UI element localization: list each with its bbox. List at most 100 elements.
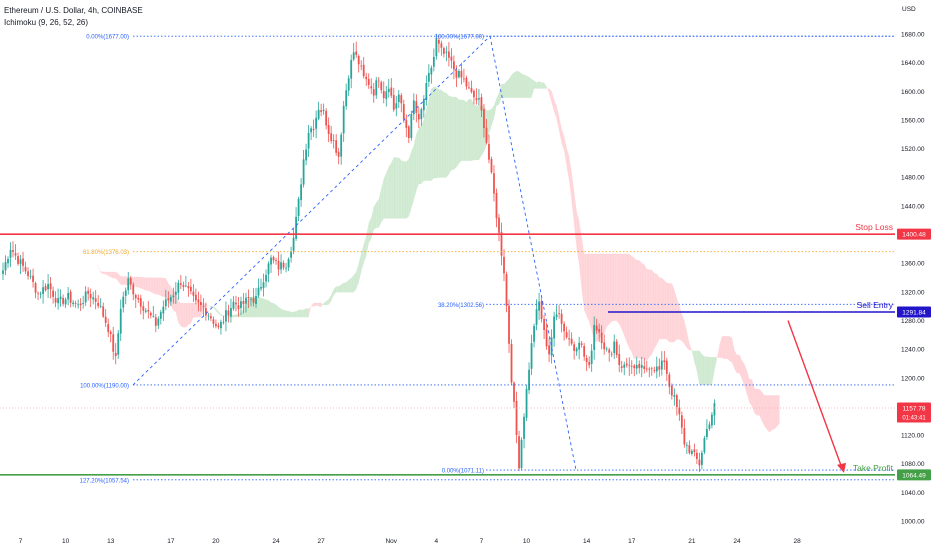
fib-left-level-label: 61.80%(1376.03) [83, 250, 129, 256]
cloud-segment [391, 157, 394, 219]
cloud-segment [586, 253, 590, 322]
time-tick-label: 21 [688, 538, 696, 545]
candle-body [498, 217, 500, 233]
cloud-segment [534, 80, 537, 89]
candle-body [117, 333, 120, 355]
candle-body [638, 363, 641, 369]
cloud-segment [73, 260, 76, 265]
time-tick-label: 7 [480, 538, 484, 545]
candle-body [44, 286, 47, 291]
candle-body [372, 89, 375, 96]
candle-body [560, 313, 563, 324]
cloud-segment [463, 100, 467, 161]
cloud-segment [261, 297, 264, 318]
fib-left-level-label: 100.00%(1190.00) [80, 383, 129, 389]
candle-body [432, 56, 435, 67]
candle-body [437, 39, 440, 44]
cloud-segment [571, 172, 575, 225]
candle-body [317, 109, 320, 119]
candle-body [430, 67, 433, 75]
cloud-segment [263, 298, 267, 318]
candle-body [142, 306, 145, 311]
cloud-segment [569, 156, 572, 202]
cloud-segment [406, 159, 409, 219]
candle-body [548, 345, 550, 355]
forecast-arrow-shaft [787, 320, 844, 472]
candle-body [335, 140, 338, 153]
cloud-segment [616, 253, 620, 325]
cloud-segment [684, 320, 687, 348]
cloud-segment [599, 253, 602, 339]
cloud-segment [706, 356, 710, 385]
candle-body [235, 302, 237, 305]
candle-body [690, 450, 693, 454]
cloud-segment [120, 276, 124, 285]
cloud-segment [368, 217, 372, 244]
cloud-segment [551, 90, 555, 112]
cloud-segment [331, 289, 334, 302]
cloud-segment [736, 354, 740, 374]
candle-body [2, 270, 4, 275]
cloud-segment [133, 276, 136, 287]
cloud-segment [526, 75, 530, 98]
candle-body [578, 342, 581, 350]
cloud-segment [694, 350, 697, 371]
time-tick-label: 17 [167, 538, 175, 545]
candle-body [685, 444, 688, 446]
cloud-segment [659, 277, 662, 340]
candle-body [89, 293, 92, 299]
cloud-segment [403, 161, 407, 219]
candle-body [635, 365, 638, 369]
time-tick-label: 10 [62, 538, 70, 545]
cloud-segment [554, 99, 557, 119]
cloud-segment [418, 124, 422, 185]
cloud-segment [536, 81, 540, 89]
candle-body [49, 283, 52, 290]
time-tick-label: 14 [583, 538, 591, 545]
cloud-segment [301, 309, 304, 318]
time-tick-label: 20 [212, 538, 220, 545]
candle-body [277, 260, 280, 270]
candle-body [450, 56, 453, 61]
candle-body [558, 313, 561, 314]
candle-body [154, 317, 157, 326]
fibonacci-levels: 0.00%(1677.00) 61.80%(1376.03) 100.00%(119… [80, 35, 895, 484]
candle-body [683, 428, 686, 445]
cloud-segment [383, 172, 387, 219]
cloud-segment [606, 253, 610, 327]
candle-body [623, 364, 626, 368]
cloud-segment [561, 128, 565, 151]
candle-body [347, 78, 350, 91]
cloud-segment [286, 310, 289, 318]
candle-body [417, 113, 420, 120]
candle-body [425, 83, 428, 100]
cloud-segment [321, 302, 324, 307]
candle-body [67, 292, 70, 300]
price-tick-label: 1000.00 [901, 519, 925, 526]
cloud-segment [273, 303, 277, 318]
cloud-segment [774, 395, 778, 429]
candle-body [225, 310, 227, 322]
candle-body [465, 77, 468, 87]
candle-body [458, 71, 460, 78]
candle-body [262, 282, 265, 289]
cloud-segment [371, 206, 374, 239]
time-tick-label: 17 [628, 538, 636, 545]
cloud-segment [691, 350, 695, 363]
cloud-segment [283, 309, 287, 318]
cloud-segment [328, 294, 332, 305]
candle-body [222, 321, 225, 323]
cloud-segment [639, 260, 642, 359]
cloud-segment [759, 389, 763, 422]
candle-body [97, 302, 100, 307]
candle-body [427, 73, 430, 82]
cloud-segment [431, 86, 434, 181]
candle-body [706, 429, 708, 437]
cloud-segment [100, 271, 104, 274]
candle-body [540, 300, 543, 320]
cloud-segment [268, 300, 272, 318]
cloud-segment [574, 191, 577, 249]
candle-body [405, 120, 408, 128]
candle-body [447, 51, 450, 58]
